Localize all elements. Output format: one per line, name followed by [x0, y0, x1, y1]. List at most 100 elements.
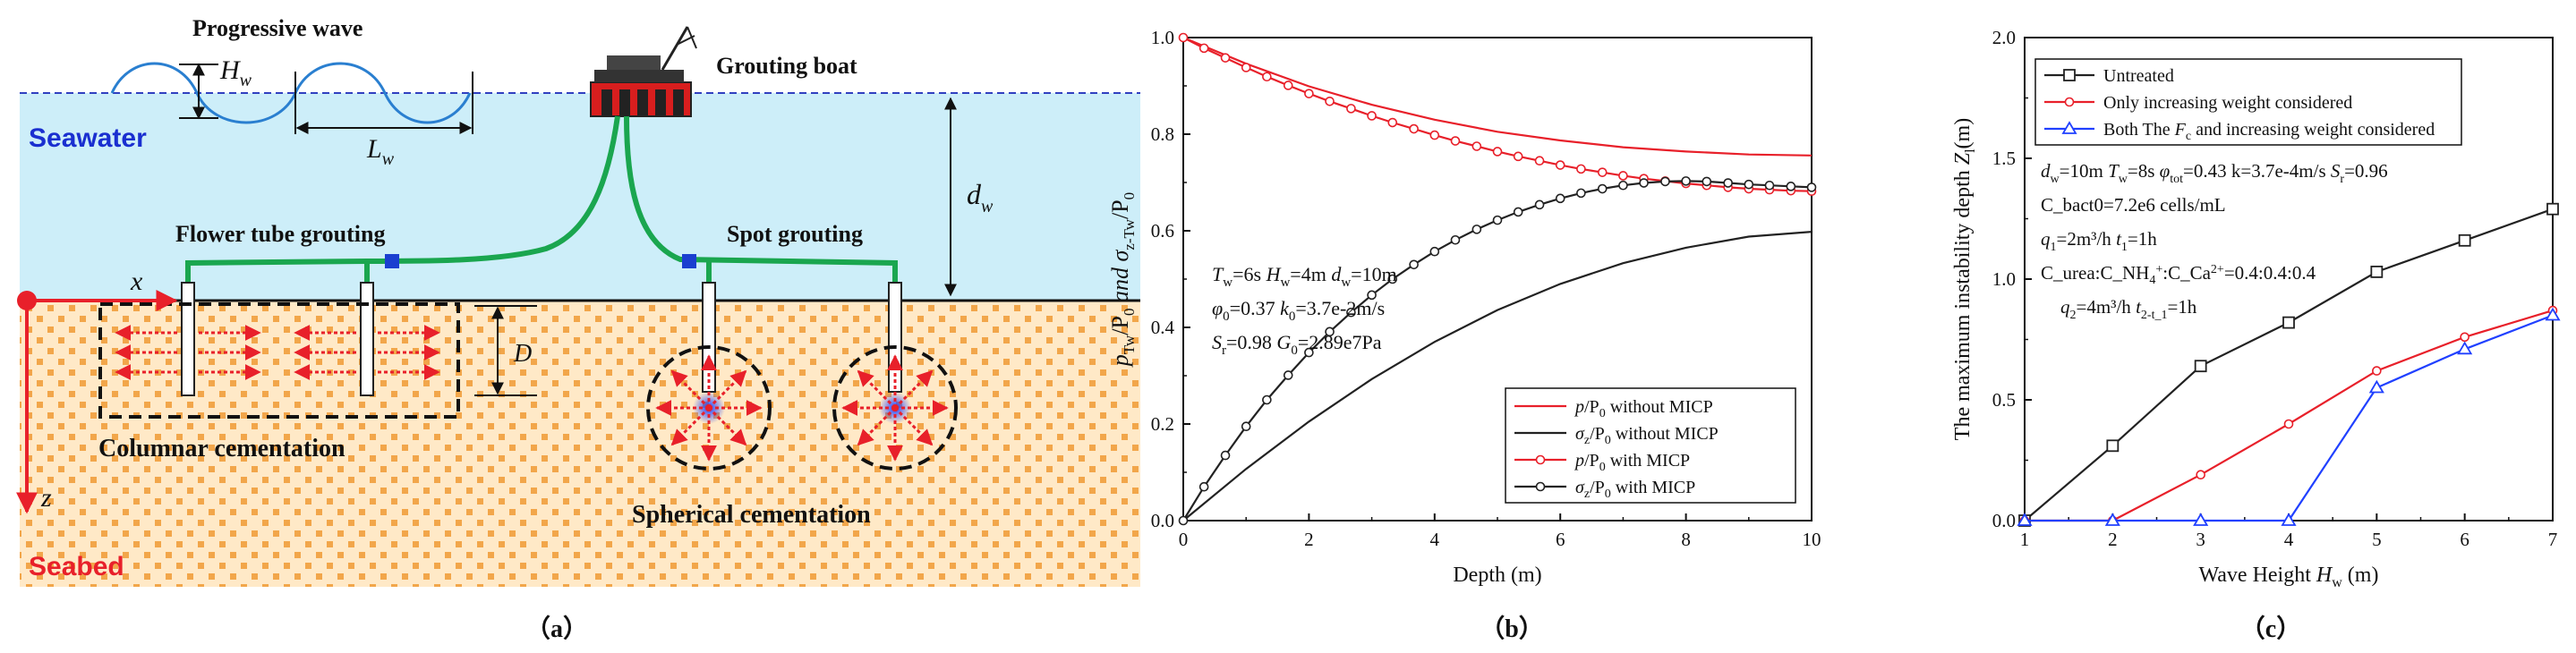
data-point — [1555, 193, 1565, 204]
d-label: D — [513, 340, 532, 368]
x-axis-title: Wave Height Hw (m) — [2199, 564, 2379, 590]
data-point — [1534, 199, 1545, 210]
x-tick-label: 0 — [1179, 529, 1189, 550]
data-point — [1241, 421, 1251, 432]
data-point — [1262, 72, 1272, 82]
legend-label: σz/P0 without MICP — [1575, 424, 1719, 447]
legend-label: Only increasing weight considered — [2103, 93, 2352, 113]
x-axis-title: Depth (m) — [1453, 564, 1541, 587]
legend-item: Untreated — [2044, 66, 2174, 86]
legend-label: σz/P0 with MICP — [1575, 478, 1695, 501]
data-point — [1513, 207, 1523, 217]
y-axis-title: The maximum instability depth Zl(m) — [1951, 118, 1978, 440]
x-tick-label: 1 — [2020, 529, 2030, 550]
data-point — [2017, 513, 2033, 526]
x-tick-label: 7 — [2548, 529, 2558, 550]
boat-label: Grouting boat — [716, 53, 857, 79]
columnar-arrows — [115, 325, 440, 380]
data-point — [1471, 225, 1482, 234]
data-point — [1492, 147, 1503, 157]
data-point — [1304, 89, 1314, 98]
data-point — [1786, 182, 1796, 191]
data-point — [1513, 151, 1523, 162]
x-tick-label: 8 — [1681, 529, 1691, 550]
x-tick-label: 4 — [1430, 529, 1440, 550]
data-point — [1639, 178, 1649, 188]
data-point — [1744, 179, 1754, 190]
data-point — [1387, 117, 1398, 128]
data-point — [2545, 307, 2561, 321]
data-point — [2546, 202, 2559, 216]
y-tick-label: 0.0 — [1151, 510, 1174, 531]
data-point — [2372, 366, 2382, 376]
y-tick-label: 0.0 — [1992, 510, 2016, 531]
z-axis-label: z — [40, 483, 52, 513]
caption-b: （b） — [1480, 614, 1544, 643]
legend-item: p/P0 with MICP — [1514, 451, 1690, 474]
data-point — [1806, 182, 1817, 192]
data-point — [2370, 265, 2384, 278]
annotation: dw=10m Tw=8s φtot=0.43 k=3.7e-4m/s Sr=0.… — [2041, 160, 2388, 186]
series-1 — [1182, 231, 1813, 522]
y-tick-label: 0.8 — [1151, 123, 1174, 145]
data-point — [1576, 164, 1586, 174]
data-point — [1178, 515, 1189, 526]
x-tick-label: 5 — [2372, 529, 2382, 550]
spot-label: Spot grouting — [727, 221, 863, 247]
spot-valve — [682, 254, 696, 268]
data-point — [1241, 63, 1251, 72]
spot-pipe — [624, 115, 898, 283]
data-point — [2281, 513, 2297, 526]
columnar-zone — [98, 302, 460, 419]
columnar-label: Columnar cementation — [98, 435, 345, 462]
flower-tube-2 — [360, 282, 374, 396]
data-point — [2196, 470, 2205, 480]
caption-a: （a） — [525, 614, 588, 643]
legend-label: p/P0 without MICP — [1574, 397, 1713, 420]
data-point — [1304, 347, 1314, 358]
annotation: C_bact0=7.2e6 cells/mL — [2041, 194, 2226, 216]
data-point — [1220, 450, 1231, 461]
data-point — [1618, 171, 1628, 181]
legend-marker — [2064, 97, 2075, 107]
y-tick-label: 0.2 — [1151, 413, 1174, 435]
data-point — [1764, 180, 1775, 191]
data-point — [1555, 160, 1565, 170]
data-point — [2282, 316, 2295, 329]
legend-item: p/P0 without MICP — [1514, 397, 1713, 420]
legend-marker — [1535, 481, 1546, 492]
annotation: C_urea:C_NH4+:C_Ca2+=0.4:0.4:0.4 — [2041, 262, 2316, 287]
y-tick-label: 1.5 — [1992, 148, 2016, 169]
data-point — [1597, 167, 1608, 177]
series-line — [1182, 36, 1813, 157]
data-point — [1702, 176, 1712, 187]
y-tick-label: 1.0 — [1992, 268, 2016, 290]
data-point — [1178, 32, 1189, 43]
x-tick-label: 10 — [1803, 529, 1821, 550]
legend-item: Both The Fc and increasing weight consid… — [2044, 120, 2435, 143]
data-point — [1325, 326, 1335, 337]
x-tick-label: 3 — [2196, 529, 2205, 550]
legend-label: Untreated — [2103, 66, 2174, 86]
y-axis-title: pTw/P0 and σz-Tw/P0 — [1107, 192, 1138, 368]
sphere-1 — [646, 345, 772, 471]
seabed-label: Seabed — [29, 552, 124, 581]
grouting-boat-icon — [590, 26, 697, 117]
chart-b: 0 2 4 6 8 10 0.0 0.2 0.4 0.6 0.8 1.0 Depth (m) pTw/P0… — [1107, 27, 1821, 643]
annotation: Sr=0.98 G0=2.89e7Pa — [1212, 331, 1382, 358]
chart-c: 1 2 3 4 5 6 7 0.0 0.5 1.0 1.5 2.0 Wave Height Hw (m)… — [1951, 27, 2561, 643]
legend-marker — [2063, 69, 2076, 81]
flower-label: Flower tube grouting — [175, 221, 385, 247]
seabed-pattern — [20, 301, 1140, 587]
x-tick-label: 6 — [1556, 529, 1565, 550]
data-point — [2106, 439, 2120, 453]
data-point — [2460, 332, 2469, 343]
data-point — [1576, 188, 1586, 199]
y-tick-label: 0.5 — [1992, 389, 2016, 411]
wave-title: Progressive wave — [192, 15, 363, 41]
annotation: Tw=6s Hw=4m dw=10m — [1212, 263, 1397, 290]
data-point — [1471, 141, 1482, 151]
y-tick-label: 2.0 — [1992, 27, 2016, 48]
data-point — [1198, 481, 1209, 492]
